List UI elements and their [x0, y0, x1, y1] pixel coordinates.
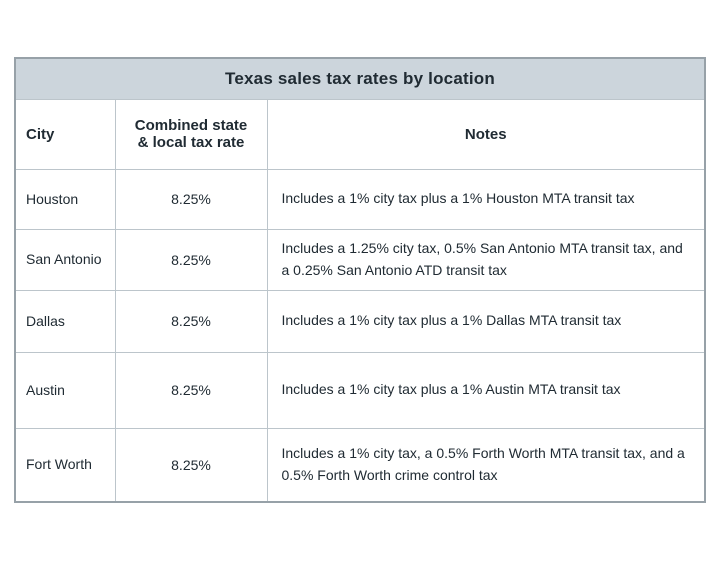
table-title: Texas sales tax rates by location — [14, 57, 706, 100]
table-row: Dallas 8.25% Includes a 1% city tax plus… — [14, 289, 706, 353]
table-row: Fort Worth 8.25% Includes a 1% city tax,… — [14, 427, 706, 503]
table-row: San Antonio 8.25% Includes a 1.25% city … — [14, 228, 706, 291]
table-header-row: City Combined state & local tax rate Not… — [14, 98, 706, 170]
notes-cell: Includes a 1% city tax plus a 1% Austin … — [266, 351, 706, 429]
rate-cell: 8.25% — [114, 228, 268, 291]
notes-cell: Includes a 1% city tax plus a 1% Dallas … — [266, 289, 706, 353]
rate-cell: 8.25% — [114, 351, 268, 429]
table-title-row: Texas sales tax rates by location — [14, 57, 706, 100]
column-header-notes: Notes — [266, 98, 706, 170]
rate-cell: 8.25% — [114, 427, 268, 503]
city-cell: Dallas — [14, 289, 116, 353]
notes-cell: Includes a 1% city tax plus a 1% Houston… — [266, 168, 706, 230]
column-header-rate: Combined state & local tax rate — [114, 98, 268, 170]
tax-rates-table: Texas sales tax rates by location City C… — [14, 57, 706, 503]
city-cell: Fort Worth — [14, 427, 116, 503]
notes-cell: Includes a 1% city tax, a 0.5% Forth Wor… — [266, 427, 706, 503]
table-body: Houston 8.25% Includes a 1% city tax plu… — [14, 168, 706, 503]
city-cell: San Antonio — [14, 228, 116, 291]
column-header-city: City — [14, 98, 116, 170]
rate-cell: 8.25% — [114, 168, 268, 230]
table-row: Houston 8.25% Includes a 1% city tax plu… — [14, 168, 706, 230]
notes-cell: Includes a 1.25% city tax, 0.5% San Anto… — [266, 228, 706, 291]
city-cell: Houston — [14, 168, 116, 230]
city-cell: Austin — [14, 351, 116, 429]
rate-cell: 8.25% — [114, 289, 268, 353]
table-row: Austin 8.25% Includes a 1% city tax plus… — [14, 351, 706, 429]
